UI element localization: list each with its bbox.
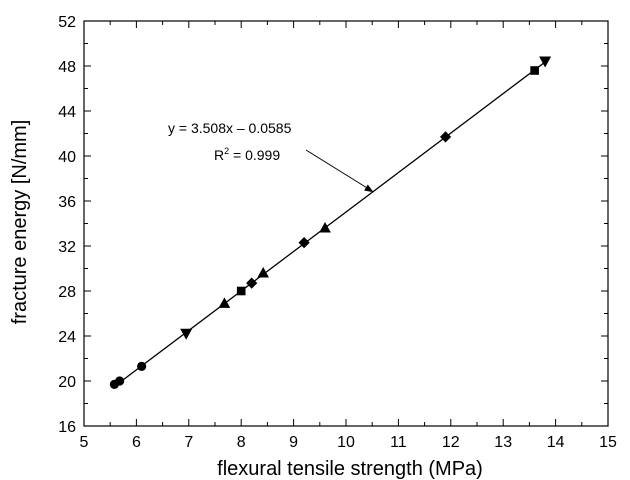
data-point-diamond [439,131,452,143]
x-tick-label: 9 [289,434,298,451]
y-tick-label: 44 [58,104,76,121]
data-point-triangle-down [539,56,552,68]
data-point-triangle-up [218,297,231,308]
y-tick-label: 16 [58,419,76,436]
y-tick-label: 36 [58,194,76,211]
data-point-triangle-up [257,267,270,278]
x-tick-label: 8 [237,434,246,451]
x-tick-label: 6 [132,434,141,451]
x-tick-label: 5 [80,434,89,451]
x-tick-label: 11 [390,434,407,451]
plot-frame [83,20,609,427]
data-point-diamond [246,277,258,289]
data-point-circle [115,376,125,386]
y-tick-label: 32 [58,239,76,256]
data-point-triangle-up [319,222,331,233]
x-tick-label: 7 [184,434,193,451]
r-squared-label: R2 = 0.999 [214,146,280,163]
annotation-arrow-line [305,149,368,189]
x-axis-title: flexural tensile strength (MPa) [217,458,483,480]
annotation-arrow-head [364,184,374,193]
y-tick-label: 48 [58,59,76,76]
fit-line [112,59,549,389]
y-axis-title: fracture energy [N/mm] [9,120,31,325]
y-tick-label: 52 [58,14,76,31]
y-tick-label: 28 [58,284,76,301]
data-point-diamond [298,237,310,249]
fit-equation: y = 3.508x – 0.0585 [168,120,292,136]
data-point-square [236,286,246,296]
x-tick-label: 14 [547,434,565,451]
x-tick-label: 12 [442,434,460,451]
data-point-triangle-down [180,328,193,340]
y-tick-label: 20 [58,374,76,391]
x-tick-label: 10 [337,434,355,451]
y-tick-label: 40 [58,149,76,166]
x-tick-label: 13 [494,434,512,451]
data-point-square [530,66,539,75]
x-tick-label: 15 [599,434,617,451]
data-point-circle [137,361,147,371]
y-tick-label: 24 [58,329,76,346]
